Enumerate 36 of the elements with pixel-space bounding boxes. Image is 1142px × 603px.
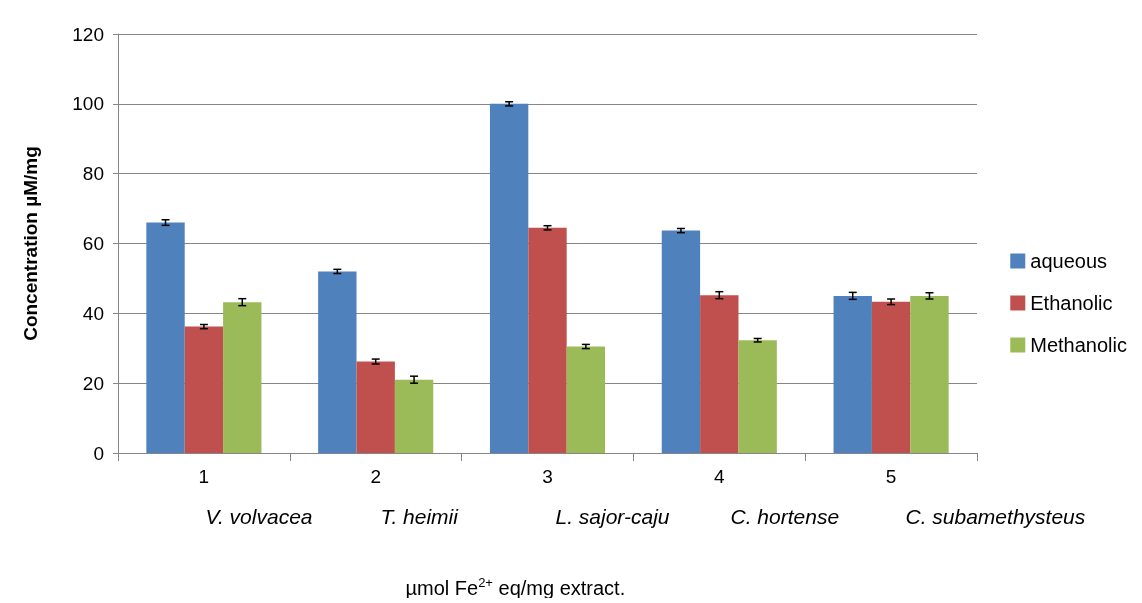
bar bbox=[184, 326, 224, 453]
bar bbox=[833, 295, 872, 453]
bar bbox=[871, 301, 911, 453]
bar bbox=[146, 222, 185, 453]
bar bbox=[223, 302, 262, 453]
bar bbox=[910, 295, 949, 453]
legend-label: aqueous bbox=[1030, 250, 1108, 272]
y-tick-label: 100 bbox=[72, 93, 104, 115]
bar bbox=[356, 361, 395, 453]
legend-label: Methanolic bbox=[1030, 334, 1127, 356]
bar bbox=[318, 271, 357, 453]
bar bbox=[489, 103, 529, 453]
y-tick-label: 60 bbox=[82, 233, 104, 254]
legend-label: Ethanolic bbox=[1030, 292, 1113, 314]
bar bbox=[566, 346, 606, 453]
text: C. subamethysteus bbox=[905, 505, 1086, 528]
x-tick-label: 5 bbox=[885, 466, 897, 487]
x-tick-label: 4 bbox=[714, 466, 726, 487]
text: T. heimii bbox=[380, 505, 460, 528]
x-tick-label: 2 bbox=[370, 466, 381, 487]
text: V. volvacea bbox=[205, 505, 313, 528]
text: L. sajor-caju bbox=[555, 505, 670, 528]
bar bbox=[394, 379, 434, 453]
bar bbox=[661, 230, 701, 453]
bar bbox=[528, 227, 567, 453]
text: C. hortense bbox=[730, 505, 840, 528]
x-tick-label: 3 bbox=[542, 466, 553, 487]
bar bbox=[738, 340, 777, 453]
y-tick-label: 40 bbox=[82, 302, 104, 324]
y-tick-label: 20 bbox=[82, 372, 104, 394]
y-tick-label: 0 bbox=[93, 442, 104, 464]
y-tick-label: 120 bbox=[72, 23, 104, 45]
bar bbox=[700, 295, 739, 453]
y-axis-title: Concentration µM/mg bbox=[20, 146, 41, 341]
x-tick-label: 1 bbox=[198, 466, 210, 487]
y-tick-label: 80 bbox=[82, 163, 104, 185]
